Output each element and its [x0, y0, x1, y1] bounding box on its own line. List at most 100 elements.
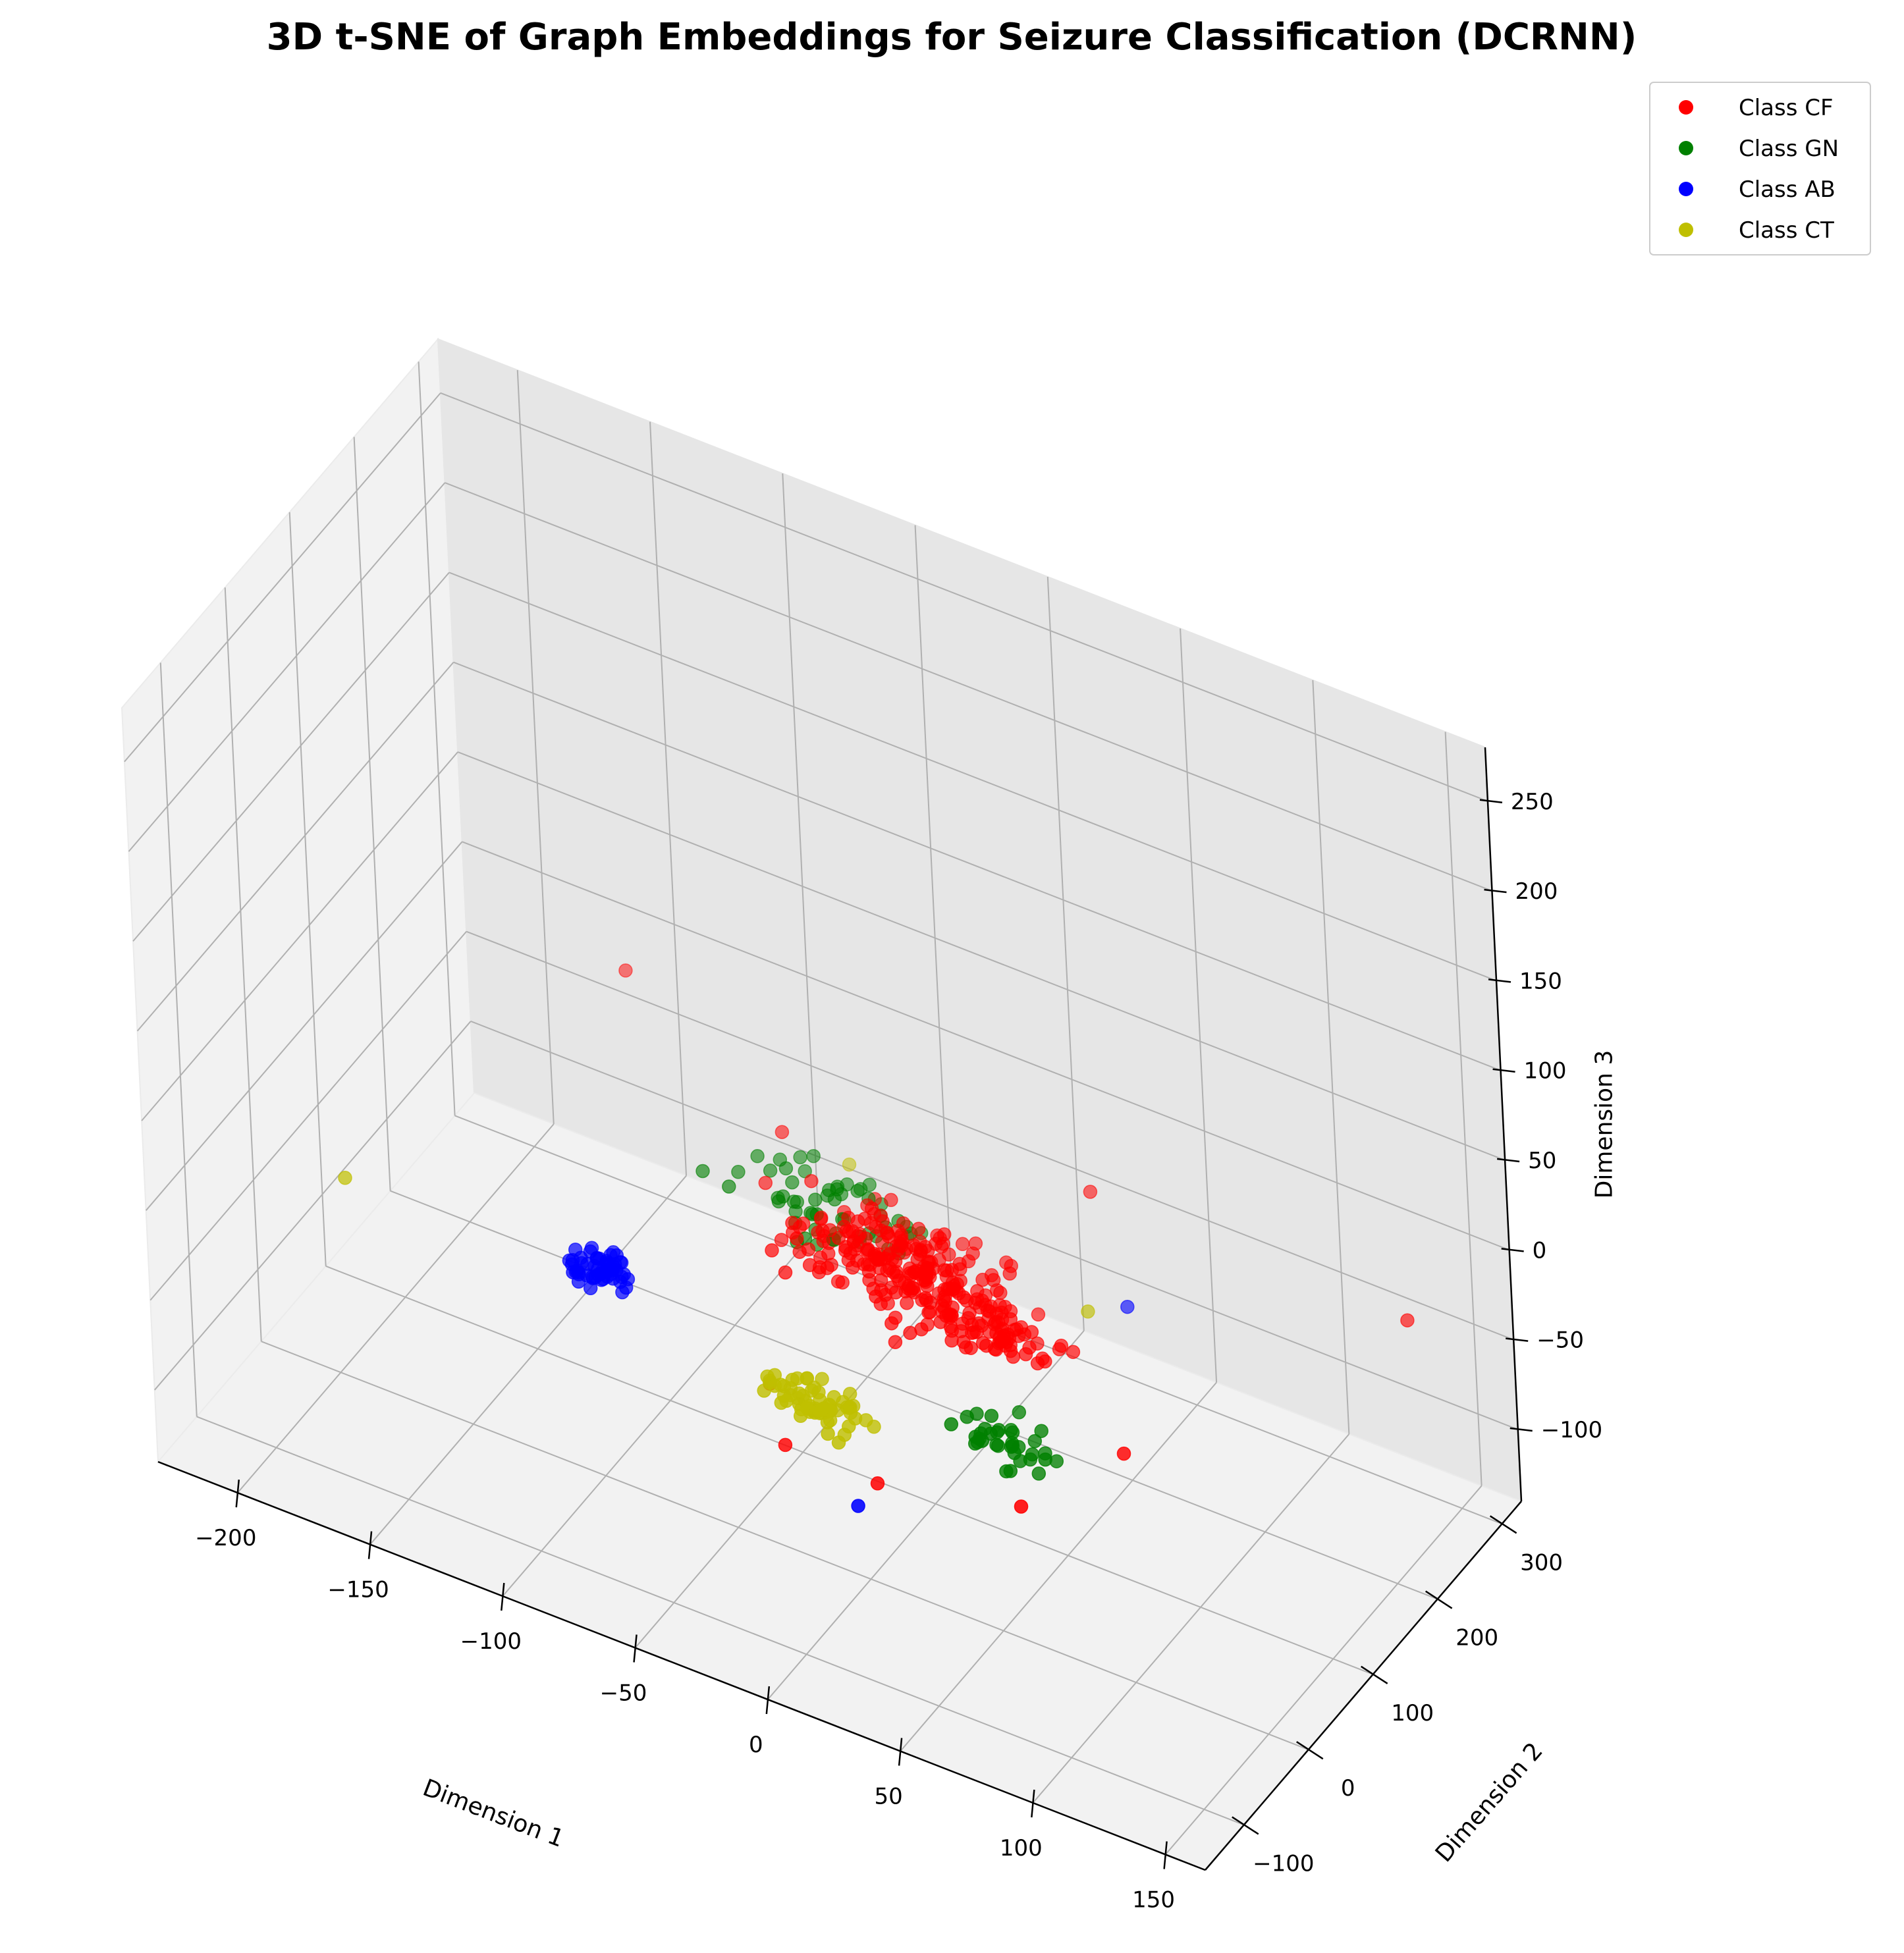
data-point-class-cf	[778, 1437, 793, 1453]
data-point-class-gn	[806, 1148, 821, 1164]
data-point-class-gn	[960, 1410, 974, 1424]
data-point-class-cf	[881, 1229, 896, 1244]
data-point-class-cf	[935, 1298, 950, 1313]
z-tick-mark	[1484, 888, 1507, 894]
y-gridline-wall	[224, 587, 262, 1342]
x-tick-mark	[633, 1634, 638, 1663]
data-point-class-cf	[850, 1214, 865, 1229]
data-point-class-ct	[783, 1381, 798, 1395]
data-point-class-cf	[778, 1265, 793, 1280]
data-point-class-ct	[807, 1380, 821, 1395]
x-tick-label: −150	[327, 1577, 389, 1603]
data-point-class-cf	[892, 1273, 906, 1288]
x-gridline-floor	[1032, 1433, 1350, 1804]
x-tick-label: 100	[1000, 1835, 1043, 1861]
legend-box	[1649, 82, 1871, 255]
data-point-class-cf	[1066, 1345, 1081, 1359]
x-gridline-floor	[237, 1123, 555, 1493]
z-tick-label: 100	[1524, 1058, 1567, 1084]
data-point-class-gn	[944, 1417, 959, 1431]
y-gridline-wall	[353, 437, 391, 1191]
data-point-class-ct	[767, 1378, 782, 1393]
data-point-class-gn	[1031, 1466, 1047, 1481]
data-point-class-cf	[1116, 1446, 1131, 1461]
z-gridline-left	[150, 930, 467, 1301]
z-tick-label: 150	[1519, 968, 1562, 994]
data-point-class-gn	[1005, 1439, 1020, 1453]
x-tick-mark	[765, 1686, 771, 1715]
x-gridline-floor	[369, 1175, 687, 1545]
data-point-class-cf	[1054, 1338, 1069, 1353]
data-point-class-cf	[920, 1279, 935, 1293]
y-tick-label: −100	[1253, 1850, 1314, 1877]
y-axis-line	[1205, 1501, 1522, 1871]
data-point-class-cf	[1009, 1322, 1024, 1337]
data-point-class-cf	[870, 1476, 885, 1491]
y-tick-label: 200	[1455, 1625, 1498, 1651]
x-gridline-floor	[900, 1381, 1217, 1752]
data-point-class-ct	[842, 1157, 857, 1172]
data-point-class-cf	[835, 1275, 850, 1290]
data-point-class-cf	[971, 1316, 986, 1331]
data-point-class-ab	[583, 1281, 598, 1296]
data-point-class-ab	[1120, 1299, 1135, 1314]
z-gridline-left	[128, 482, 446, 852]
data-point-class-ct	[774, 1395, 789, 1410]
data-point-class-cf	[1024, 1325, 1039, 1339]
y-gridline-wall	[418, 361, 456, 1116]
z-tick-label: 200	[1515, 878, 1558, 905]
scatter-points	[338, 963, 1415, 1514]
data-point-class-cf	[1002, 1266, 1017, 1281]
data-point-class-gn	[1003, 1464, 1018, 1478]
data-point-class-gn	[731, 1165, 746, 1179]
data-point-class-ct	[338, 1171, 352, 1185]
y-tick-mark	[1425, 1590, 1453, 1609]
data-point-class-cf	[845, 1260, 860, 1275]
data-point-class-cf	[1018, 1347, 1033, 1362]
legend-label: Class AB	[1739, 176, 1836, 203]
data-point-class-gn	[1005, 1425, 1020, 1440]
data-point-class-cf	[923, 1295, 938, 1310]
legend: Class CF Class GN Class AB Class CT	[1649, 82, 1871, 255]
data-point-class-cf	[940, 1281, 955, 1296]
x-tick-mark	[367, 1531, 373, 1559]
x-gridline-wall	[649, 421, 688, 1176]
data-point-class-cf	[758, 1175, 773, 1191]
z-gridline-back	[462, 841, 1510, 1251]
data-point-class-gn	[722, 1179, 736, 1194]
z-tick-mark	[1506, 1337, 1529, 1342]
data-point-class-cf	[775, 1125, 790, 1139]
data-point-class-cf	[900, 1296, 914, 1310]
data-point-class-gn	[798, 1164, 812, 1179]
data-point-class-cf	[813, 1250, 828, 1265]
axis-ticks: −200 −150 −100 −50 0 50 100 150 −100 0 100 200 300 −1…	[195, 789, 1602, 1913]
data-point-class-cf	[993, 1285, 1008, 1300]
z-gridline-back	[466, 930, 1514, 1341]
y-tick-label: 300	[1520, 1549, 1563, 1576]
data-point-class-gn	[821, 1183, 836, 1198]
x-gridline-wall	[914, 525, 952, 1279]
y-gridline-floor	[196, 1416, 1245, 1826]
data-point-class-cf	[956, 1290, 971, 1305]
x-gridline-floor	[767, 1330, 1085, 1700]
z-gridline-left	[154, 1021, 472, 1391]
x-tick-label: 0	[749, 1732, 763, 1758]
z-tick-mark	[1510, 1427, 1533, 1432]
x-tick-label: −50	[600, 1680, 647, 1707]
data-point-class-cf	[913, 1247, 927, 1262]
data-point-class-cf	[802, 1258, 817, 1272]
data-point-class-gn	[771, 1194, 786, 1209]
data-point-class-gn	[850, 1183, 865, 1198]
data-point-class-cf	[903, 1325, 917, 1341]
data-point-class-gn	[990, 1425, 1004, 1439]
x-tick-label: 150	[1132, 1886, 1175, 1913]
x-axis-line	[157, 1460, 1206, 1871]
y-tick-label: 0	[1341, 1775, 1355, 1802]
z-gridline-back	[440, 392, 1488, 802]
data-point-class-cf	[888, 1335, 903, 1349]
data-point-class-cf	[801, 1242, 816, 1257]
data-point-class-gn	[1027, 1433, 1043, 1449]
data-point-class-ct	[840, 1400, 854, 1414]
data-point-class-gn	[793, 1150, 807, 1165]
y-tick-label: 100	[1391, 1700, 1434, 1726]
